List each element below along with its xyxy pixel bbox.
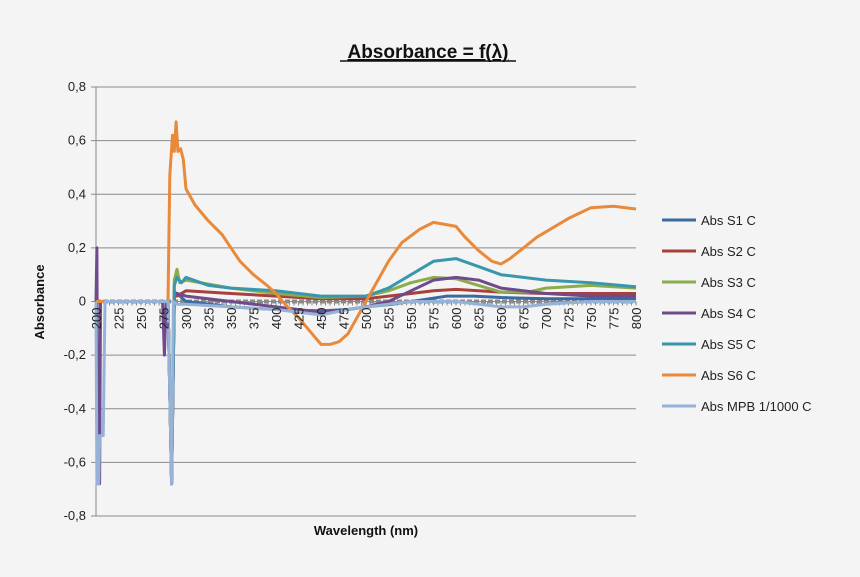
x-tick-label: 525	[382, 308, 397, 330]
series-line-4	[94, 246, 636, 486]
y-tick-label: 0,4	[68, 186, 86, 201]
series-line-7	[94, 300, 636, 486]
x-tick-label: 350	[224, 308, 239, 330]
x-tick-label: 300	[179, 308, 194, 330]
y-tick-label: -0,2	[64, 347, 86, 362]
y-axis-title: Absorbance	[32, 264, 47, 339]
x-tick-label: 625	[472, 308, 487, 330]
y-tick-label: 0	[79, 294, 86, 309]
y-tick-label: 0,6	[68, 133, 86, 148]
y-tick-label: -0,4	[64, 401, 86, 416]
x-tick-label: 500	[359, 308, 374, 330]
x-tick-label: 450	[314, 308, 329, 330]
x-tick-label: 750	[584, 308, 599, 330]
x-axis-title: Wavelength (nm)	[314, 523, 418, 538]
x-tick-label: 775	[607, 308, 622, 330]
legend-label-5: Abs S5 C	[701, 337, 756, 352]
x-tick-label: 200	[89, 308, 104, 330]
x-tick-label: 400	[269, 308, 284, 330]
y-tick-label: 0,8	[68, 79, 86, 94]
legend-label-4: Abs S4 C	[701, 306, 756, 321]
x-tick-label: 550	[404, 308, 419, 330]
series-layer	[94, 120, 637, 486]
x-tick-label: 250	[134, 308, 149, 330]
x-tick-label: 425	[292, 308, 307, 330]
legend: Abs S1 C Abs S2 C Abs S3 C Abs S4 C Abs S5 C…	[662, 213, 812, 414]
legend-label-2: Abs S2 C	[701, 244, 756, 259]
x-tick-labels: 200 225 250 275 300 325 350 375 400 425 450 475 500 5…	[89, 308, 644, 330]
x-tick-label: 600	[449, 308, 464, 330]
y-tick-label: 0,2	[68, 240, 86, 255]
x-tick-label: 475	[337, 308, 352, 330]
y-tick-labels: 0,8 0,6 0,4 0,2 0 -0,2 -0,4 -0,6 -0,8	[64, 79, 86, 523]
series-line-6	[96, 120, 637, 346]
x-tick-label: 275	[157, 308, 172, 330]
x-tick-label: 375	[247, 308, 262, 330]
x-tick-label: 225	[112, 308, 127, 330]
x-tick-label: 325	[202, 308, 217, 330]
y-tick-label: -0,6	[64, 454, 86, 469]
x-tick-label: 725	[562, 308, 577, 330]
x-tick-label: 650	[494, 308, 509, 330]
y-tick-label: -0,8	[64, 508, 86, 523]
series-line-5	[96, 257, 637, 486]
chart-title: Absorbance = f(λ)	[347, 42, 508, 63]
x-tick-label: 675	[517, 308, 532, 330]
x-tick-label: 575	[427, 308, 442, 330]
x-tick-label: 700	[539, 308, 554, 330]
legend-label-3: Abs S3 C	[701, 275, 756, 290]
x-tick-label: 800	[629, 308, 644, 330]
legend-label-6: Abs S6 C	[701, 368, 756, 383]
legend-label-7: Abs MPB 1/1000 C	[701, 399, 812, 414]
legend-label-1: Abs S1 C	[701, 213, 756, 228]
